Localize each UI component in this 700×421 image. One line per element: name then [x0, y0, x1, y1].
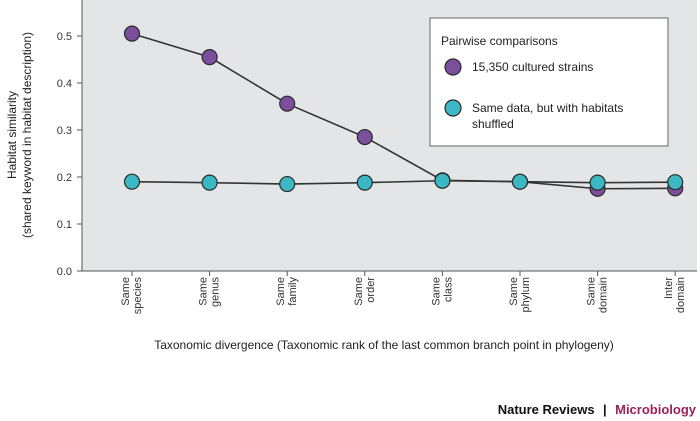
x-tick-label-line: class: [442, 277, 454, 303]
x-tick-label-line: Same: [275, 277, 287, 306]
data-point-series-1: [279, 175, 296, 193]
legend-marker-0: [444, 58, 462, 76]
y-axis-subtitle: (shared keyword in habitat description): [20, 32, 34, 238]
brand-line: Nature Reviews | Microbiology: [498, 401, 697, 418]
brand-journal: Microbiology: [615, 402, 697, 417]
data-point-series-1: [667, 174, 684, 191]
x-tick-label: Same order: [353, 277, 377, 306]
data-point-series-1: [589, 174, 606, 191]
x-tick-label-line: Same: [586, 277, 598, 306]
y-tick-label: 0.4: [57, 78, 72, 90]
x-tick-label-line: family: [287, 277, 299, 306]
x-tick-label-line: domain: [598, 277, 610, 313]
brand-separator: |: [603, 402, 607, 417]
data-point-series-0: [356, 128, 373, 146]
y-tick-label: 0.3: [57, 125, 72, 137]
x-tick-label-line: Same: [120, 277, 132, 306]
x-tick-label: Same genus: [198, 277, 222, 307]
x-tick-label-line: phylum: [520, 277, 532, 312]
x-tick-label-line: Same: [198, 277, 210, 306]
x-tick-label-line: Same: [353, 277, 365, 306]
x-tick-label-line: species: [132, 277, 144, 315]
x-axis-title: Taxonomic divergence (Taxonomic rank of …: [154, 338, 614, 352]
x-tick-label-line: Same: [430, 277, 442, 306]
x-axis: Same species Same genus Same family Same order S…: [82, 270, 697, 315]
x-tick-label: Same phylum: [508, 277, 532, 312]
x-tick-label-line: Inter: [663, 277, 675, 299]
y-tick-label: 0.0: [57, 266, 72, 278]
y-tick-label: 0.1: [57, 219, 72, 231]
data-point-series-1: [201, 174, 218, 191]
y-axis-title: Habitat similarity: [5, 91, 19, 179]
legend: Pairwise comparisons 15,350 cultured str…: [429, 17, 669, 147]
data-point-series-1: [434, 172, 451, 189]
x-tick-label-line: genus: [210, 277, 222, 307]
legend-title: Pairwise comparisons: [441, 34, 558, 48]
series-layer: [123, 25, 684, 197]
y-axis: 0.0 0.1 0.2 0.3 0.4 0.5: [57, 0, 83, 278]
y-tick-label: 0.2: [57, 172, 72, 184]
x-tick-label-line: domain: [675, 277, 687, 313]
brand-publisher: Nature Reviews: [498, 402, 595, 417]
legend-label-0: 15,350 cultured strains: [472, 60, 593, 74]
x-tick-label: Same family: [275, 277, 299, 306]
series-line-1: [131, 179, 676, 185]
x-tick-label: Same domain: [586, 277, 610, 313]
x-tick-label: Same class: [430, 277, 454, 306]
x-tick-label: Inter domain: [663, 277, 687, 313]
legend-marker-1: [444, 99, 462, 117]
series-line-0: [131, 32, 676, 190]
data-point-series-0: [123, 25, 141, 42]
legend-label-1: Same data, but with habitats: [472, 101, 623, 115]
y-tick-label: 0.5: [57, 31, 72, 43]
data-point-series-0: [201, 49, 218, 66]
x-tick-label-line: Same: [508, 277, 520, 306]
branding: Nature Reviews | Microbiology: [498, 401, 697, 418]
legend-items: 15,350 cultured strains Same data, but wi…: [444, 58, 623, 131]
data-point-series-0: [279, 95, 296, 112]
legend-label-1: shuffled: [472, 117, 514, 131]
x-tick-label-line: order: [365, 277, 377, 303]
data-point-series-1: [511, 173, 529, 190]
legend-box: [429, 17, 669, 147]
data-point-series-1: [123, 173, 141, 190]
x-tick-label: Same species: [120, 277, 144, 315]
data-point-series-1: [356, 174, 373, 191]
